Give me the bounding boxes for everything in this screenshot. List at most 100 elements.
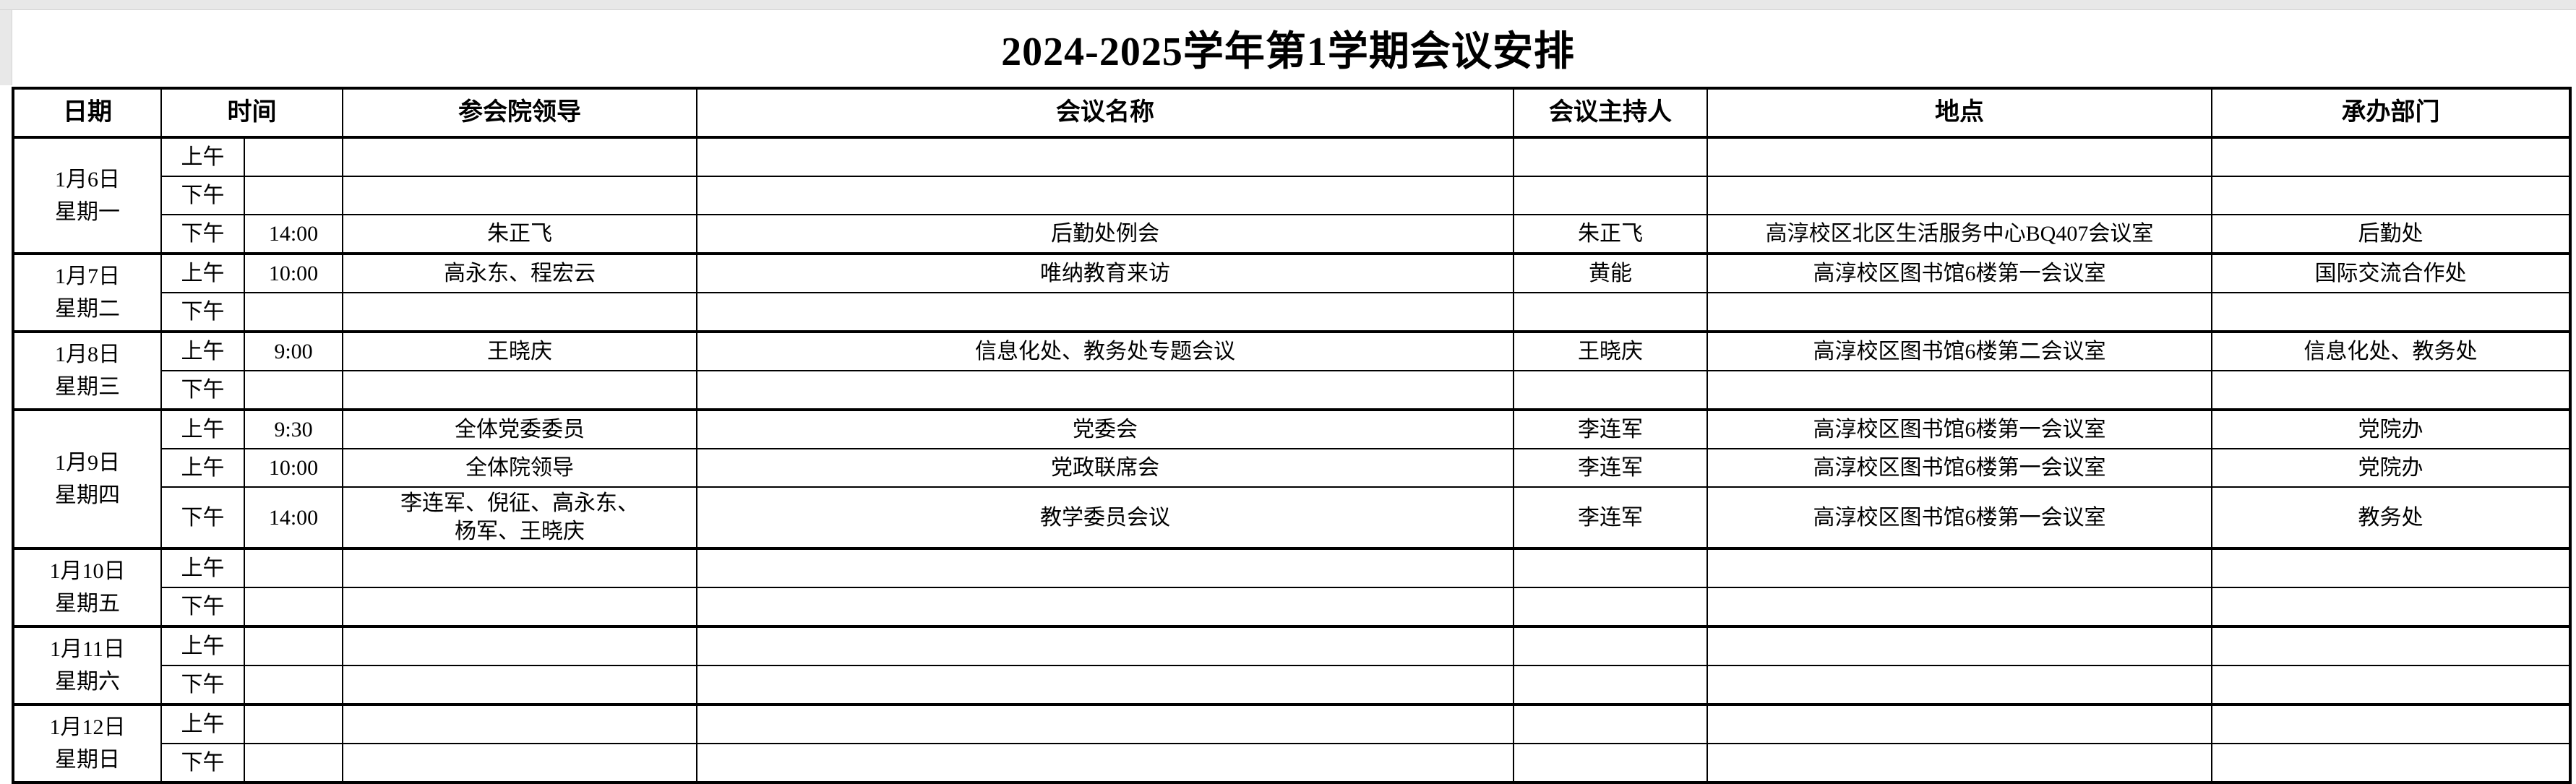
header-department[interactable]: 承办部门	[2211, 87, 2571, 139]
cell-location[interactable]: 高淳校区图书馆6楼第一会议室	[1706, 252, 2212, 293]
cell-leaders[interactable]: 全体党委委员	[342, 408, 697, 449]
cell-department[interactable]: 后勤处	[2211, 214, 2571, 254]
cell-leaders[interactable]: 王晓庆	[342, 330, 697, 371]
cell-ampm[interactable]: 上午	[160, 547, 245, 588]
cell-date[interactable]: 1月7日 星期二	[12, 252, 162, 332]
cell-ampm[interactable]: 下午	[160, 743, 245, 783]
cell-department[interactable]	[2211, 136, 2571, 177]
cell-ampm[interactable]: 下午	[160, 214, 245, 254]
cell-ampm[interactable]: 上午	[160, 136, 245, 177]
cell-date[interactable]: 1月9日 星期四	[12, 408, 162, 549]
cell-name[interactable]	[696, 136, 1514, 177]
cell-name[interactable]: 后勤处例会	[696, 214, 1514, 254]
cell-name[interactable]	[696, 370, 1514, 410]
cell-location[interactable]	[1706, 587, 2212, 627]
cell-time[interactable]	[244, 703, 343, 744]
cell-location[interactable]	[1706, 703, 2212, 744]
cell-time[interactable]: 10:00	[244, 252, 343, 293]
cell-name[interactable]: 党委会	[696, 408, 1514, 449]
cell-ampm[interactable]: 下午	[160, 486, 245, 549]
cell-leaders[interactable]	[342, 292, 697, 332]
cell-date[interactable]: 1月10日 星期五	[12, 547, 162, 627]
cell-time[interactable]	[244, 136, 343, 177]
cell-host[interactable]	[1513, 703, 1708, 744]
cell-department[interactable]	[2211, 625, 2571, 666]
cell-ampm[interactable]: 下午	[160, 176, 245, 215]
cell-host[interactable]: 李连军	[1513, 408, 1708, 449]
cell-leaders[interactable]	[342, 665, 697, 705]
cell-leaders[interactable]	[342, 370, 697, 410]
cell-ampm[interactable]: 上午	[160, 252, 245, 293]
cell-time[interactable]	[244, 587, 343, 627]
cell-time[interactable]	[244, 370, 343, 410]
cell-host[interactable]	[1513, 665, 1708, 705]
cell-name[interactable]: 唯纳教育来访	[696, 252, 1514, 293]
cell-date[interactable]: 1月11日 星期六	[12, 625, 162, 705]
cell-time[interactable]	[244, 625, 343, 666]
cell-location[interactable]	[1706, 625, 2212, 666]
cell-ampm[interactable]: 上午	[160, 408, 245, 449]
cell-department[interactable]: 党院办	[2211, 408, 2571, 449]
cell-leaders[interactable]	[342, 547, 697, 588]
cell-name[interactable]	[696, 176, 1514, 215]
cell-host[interactable]	[1513, 625, 1708, 666]
cell-time[interactable]: 14:00	[244, 486, 343, 549]
cell-name[interactable]: 教学委员会议	[696, 486, 1514, 549]
cell-department[interactable]	[2211, 370, 2571, 410]
cell-location[interactable]: 高淳校区图书馆6楼第一会议室	[1706, 486, 2212, 549]
cell-date[interactable]: 1月8日 星期三	[12, 330, 162, 410]
cell-host[interactable]	[1513, 547, 1708, 588]
cell-name[interactable]	[696, 665, 1514, 705]
cell-ampm[interactable]: 下午	[160, 370, 245, 410]
cell-host[interactable]	[1513, 136, 1708, 177]
cell-name[interactable]	[696, 703, 1514, 744]
cell-host[interactable]	[1513, 292, 1708, 332]
cell-location[interactable]: 高淳校区图书馆6楼第一会议室	[1706, 448, 2212, 488]
cell-location[interactable]	[1706, 547, 2212, 588]
cell-location[interactable]	[1706, 665, 2212, 705]
cell-location[interactable]	[1706, 743, 2212, 783]
cell-date[interactable]: 1月12日 星期日	[12, 703, 162, 783]
cell-name[interactable]	[696, 587, 1514, 627]
cell-location[interactable]	[1706, 370, 2212, 410]
cell-host[interactable]	[1513, 743, 1708, 783]
cell-department[interactable]	[2211, 292, 2571, 332]
cell-location[interactable]: 高淳校区北区生活服务中心BQ407会议室	[1706, 214, 2212, 254]
cell-ampm[interactable]: 上午	[160, 703, 245, 744]
cell-leaders[interactable]	[342, 743, 697, 783]
cell-location[interactable]: 高淳校区图书馆6楼第一会议室	[1706, 408, 2212, 449]
cell-leaders[interactable]	[342, 703, 697, 744]
cell-name[interactable]	[696, 292, 1514, 332]
cell-time[interactable]	[244, 176, 343, 215]
cell-host[interactable]	[1513, 176, 1708, 215]
cell-department[interactable]	[2211, 587, 2571, 627]
cell-location[interactable]: 高淳校区图书馆6楼第二会议室	[1706, 330, 2212, 371]
cell-time[interactable]: 9:00	[244, 330, 343, 371]
cell-department[interactable]: 国际交流合作处	[2211, 252, 2571, 293]
cell-ampm[interactable]: 上午	[160, 625, 245, 666]
cell-host[interactable]: 朱正飞	[1513, 214, 1708, 254]
cell-name[interactable]: 党政联席会	[696, 448, 1514, 488]
cell-department[interactable]	[2211, 547, 2571, 588]
cell-leaders[interactable]	[342, 176, 697, 215]
cell-host[interactable]	[1513, 370, 1708, 410]
cell-ampm[interactable]: 下午	[160, 292, 245, 332]
cell-leaders[interactable]	[342, 587, 697, 627]
cell-name[interactable]	[696, 625, 1514, 666]
header-date[interactable]: 日期	[12, 87, 162, 139]
cell-ampm[interactable]: 下午	[160, 665, 245, 705]
cell-location[interactable]	[1706, 292, 2212, 332]
cell-department[interactable]: 党院办	[2211, 448, 2571, 488]
cell-host[interactable]: 王晓庆	[1513, 330, 1708, 371]
cell-leaders[interactable]: 全体院领导	[342, 448, 697, 488]
cell-time[interactable]: 14:00	[244, 214, 343, 254]
cell-leaders[interactable]: 李连军、倪征、高永东、 杨军、王晓庆	[342, 486, 697, 549]
cell-leaders[interactable]	[342, 136, 697, 177]
header-meeting-name[interactable]: 会议名称	[696, 87, 1514, 139]
cell-location[interactable]	[1706, 176, 2212, 215]
cell-host[interactable]	[1513, 587, 1708, 627]
cell-department[interactable]	[2211, 703, 2571, 744]
header-time[interactable]: 时间	[160, 87, 343, 139]
cell-location[interactable]	[1706, 136, 2212, 177]
cell-department[interactable]	[2211, 743, 2571, 783]
